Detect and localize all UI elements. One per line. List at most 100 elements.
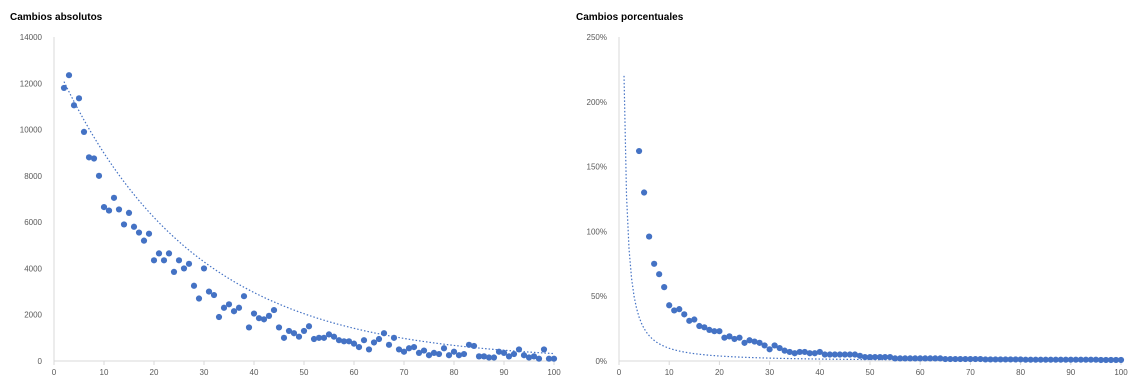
- data-point: [711, 328, 718, 335]
- data-point: [455, 352, 463, 359]
- y-tick-label: 14000: [20, 33, 43, 42]
- data-point: [95, 172, 103, 179]
- data-point: [325, 331, 333, 338]
- data-point: [801, 348, 808, 356]
- data-point: [505, 353, 513, 360]
- chart-title: Cambios porcentuales: [576, 12, 684, 23]
- y-tick-label: 100%: [587, 227, 607, 236]
- data-point: [786, 348, 793, 356]
- chart-absolute-changes: Cambios absolutos 0 2000 4000 6000 8000 10000…: [10, 12, 561, 377]
- data-point: [380, 330, 388, 337]
- data-point: [430, 349, 438, 356]
- data-point: [751, 338, 758, 345]
- data-point: [806, 350, 813, 357]
- y-tick-label: 12000: [20, 79, 43, 88]
- x-tick-label: 20: [715, 368, 724, 377]
- data-point: [90, 155, 98, 162]
- data-point: [726, 333, 733, 340]
- data-point: [1022, 356, 1029, 363]
- data-point: [310, 335, 318, 343]
- data-point: [836, 351, 843, 358]
- y-tick-label: 150%: [587, 163, 607, 172]
- data-point: [651, 260, 658, 267]
- x-tick-label: 40: [250, 368, 259, 377]
- chart-title: Cambios absolutos: [10, 12, 103, 23]
- data-point: [666, 302, 673, 309]
- data-point: [450, 348, 458, 355]
- data-point: [897, 355, 904, 362]
- data-point: [635, 147, 643, 155]
- data-point: [1037, 356, 1044, 363]
- data-point: [105, 207, 113, 214]
- data-point: [315, 334, 323, 341]
- data-point: [480, 353, 488, 360]
- data-point: [756, 339, 763, 346]
- data-point: [165, 250, 173, 257]
- data-point: [540, 346, 548, 353]
- data-point: [305, 323, 313, 330]
- data-point: [470, 342, 478, 350]
- data-point: [676, 306, 683, 313]
- data-point: [821, 351, 828, 358]
- data-point: [816, 348, 823, 356]
- data-point: [245, 324, 253, 331]
- data-point: [330, 333, 338, 340]
- data-point: [861, 354, 869, 361]
- x-tick-label: 50: [866, 368, 875, 377]
- data-point: [200, 265, 208, 272]
- data-point: [490, 354, 498, 361]
- data-point: [275, 324, 283, 331]
- chart-percentage-changes: Cambios porcentuales 0% 50% 100% 150% 200% 25…: [566, 0, 1132, 381]
- data-point: [260, 316, 268, 323]
- data-point: [210, 291, 218, 299]
- data-point: [826, 351, 833, 358]
- x-tick-label: 0: [617, 368, 622, 377]
- data-point: [1027, 356, 1034, 363]
- data-point: [1057, 356, 1064, 363]
- data-point: [1107, 356, 1115, 364]
- data-point: [185, 260, 193, 267]
- data-point: [701, 324, 708, 331]
- data-point: [977, 355, 984, 363]
- data-point: [445, 352, 453, 359]
- data-point: [115, 206, 123, 213]
- y-tick-label: 10000: [20, 126, 43, 135]
- data-point: [110, 194, 118, 201]
- data-point: [195, 295, 203, 302]
- chart-plot-area: 0% 50% 100% 150% 200% 250% 0 10 20 30 40 50 60 70 80 90…: [587, 33, 1129, 377]
- data-point: [1047, 356, 1054, 363]
- data-point: [1112, 356, 1120, 364]
- data-point: [515, 346, 523, 353]
- data-point: [942, 355, 949, 363]
- data-point: [776, 344, 783, 352]
- trendline: [63, 81, 555, 355]
- x-tick-label: 20: [150, 368, 159, 377]
- data-point: [270, 306, 278, 314]
- data-point: [646, 233, 653, 240]
- data-point: [485, 354, 493, 361]
- data-point: [922, 355, 929, 362]
- data-point: [881, 354, 889, 361]
- data-point: [706, 326, 713, 333]
- data-point: [440, 345, 448, 352]
- x-tick-label: 90: [1066, 368, 1075, 377]
- data-point: [696, 322, 703, 330]
- data-point: [530, 353, 538, 360]
- data-point: [746, 337, 753, 344]
- x-tick-label: 0: [52, 368, 57, 377]
- data-point: [225, 301, 233, 308]
- data-point: [220, 304, 228, 311]
- data-point: [691, 316, 698, 323]
- data-point: [230, 308, 238, 315]
- data-point: [500, 349, 508, 356]
- data-point: [460, 350, 468, 358]
- data-point: [851, 351, 859, 358]
- data-point: [992, 356, 999, 363]
- data-point: [240, 293, 248, 300]
- y-tick-label: 8000: [24, 172, 42, 181]
- data-point: [962, 355, 969, 363]
- data-point: [150, 257, 158, 264]
- data-point: [400, 348, 408, 355]
- x-tick-label: 80: [450, 368, 459, 377]
- data-point: [957, 355, 964, 363]
